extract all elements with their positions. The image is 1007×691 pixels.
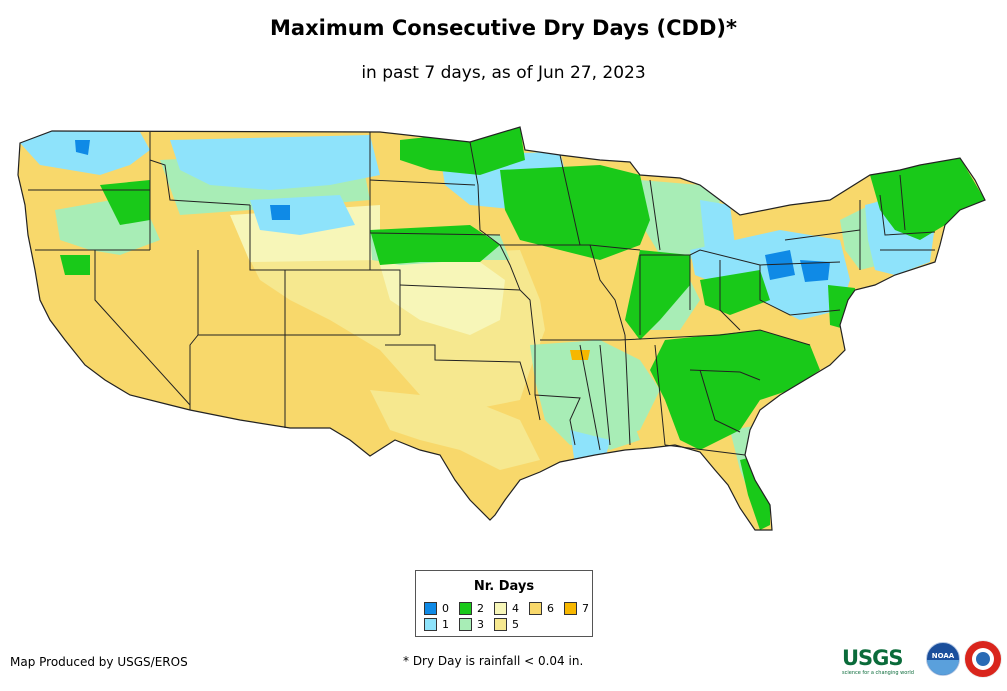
legend-item-3: 3 (459, 618, 484, 631)
legend-swatch (424, 618, 437, 631)
legend-item-2: 2 (459, 602, 484, 615)
legend-swatch (494, 618, 507, 631)
legend-swatch (459, 618, 472, 631)
dry-day-footnote: * Dry Day is rainfall < 0.04 in. (403, 654, 584, 668)
noaa-gull-icon (927, 660, 959, 675)
map-subtitle: in past 7 days, as of Jun 27, 2023 (361, 63, 646, 83)
nws-logo (964, 640, 1002, 678)
agency-logos: USGS science for a changing world NOAA (842, 640, 1002, 680)
legend-swatch (459, 602, 472, 615)
legend-swatch (494, 602, 507, 615)
legend-item-4: 4 (494, 602, 519, 615)
map-legend: Nr. Days 0 2 4 6 7 1 3 5 (415, 570, 593, 637)
legend-item-1: 1 (424, 618, 449, 631)
legend-swatch (529, 602, 542, 615)
legend-item-7: 7 (564, 602, 589, 615)
usgs-logo: USGS science for a changing world (842, 646, 914, 676)
legend-swatch (424, 602, 437, 615)
legend-title: Nr. Days (473, 579, 535, 594)
dry-days-raster (18, 127, 985, 530)
state-boundaries (17, 126, 986, 531)
noaa-logo: NOAA (926, 642, 960, 676)
map-credit: Map Produced by USGS/EROS (10, 655, 188, 669)
legend-item-0: 0 (424, 602, 449, 615)
legend-swatch (564, 602, 577, 615)
legend-item-5: 5 (494, 618, 519, 631)
map-title: Maximum Consecutive Dry Days (CDD)* (270, 16, 737, 40)
legend-item-6: 6 (529, 602, 554, 615)
